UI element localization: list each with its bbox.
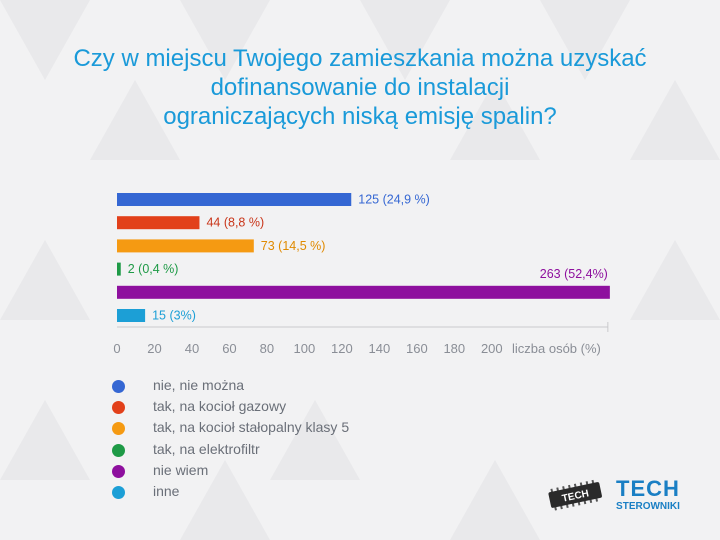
bar (117, 239, 254, 253)
x-tick-label: 100 (294, 341, 316, 356)
chart-title: Czy w miejscu Twojego zamieszkania można… (20, 44, 700, 131)
x-tick-label: 40 (185, 341, 199, 356)
legend-marker (112, 380, 125, 393)
legend-label: tak, na kocioł gazowy (153, 398, 287, 415)
title-line-1: Czy w miejscu Twojego zamieszkania można… (73, 45, 647, 72)
legend-label: nie, nie można (153, 377, 245, 393)
tech-sterowniki-logo: TECH TECH STEROWNIKI (548, 476, 680, 512)
bar (117, 262, 121, 276)
x-tick-label: 20 (147, 341, 161, 356)
title-line-3: ograniczających niską emisję spalin? (163, 103, 557, 130)
bar (117, 216, 200, 230)
x-axis-label: liczba osób (%) (512, 341, 601, 356)
x-tick-label: 60 (222, 341, 236, 356)
data-label: 15 (3%) (152, 309, 196, 323)
legend-label: tak, na kocioł stałopalny klasy 5 (153, 419, 350, 436)
x-tick-label: 0 (113, 341, 120, 356)
chip-icon: TECH (548, 479, 602, 511)
legend-marker (112, 422, 125, 436)
legend-marker (112, 443, 125, 457)
data-label: 125 (24,9 %) (358, 193, 430, 207)
data-label: 2 (0,4 %) (128, 262, 179, 276)
legend-marker (112, 485, 125, 499)
title-line-2: dofinansowanie do instalacji (210, 74, 510, 101)
bar (117, 285, 610, 299)
x-tick-label: 140 (369, 341, 391, 356)
legend-label: tak, na elektrofiltr (153, 440, 260, 457)
legend-label: inne (153, 482, 180, 499)
data-label: 44 (8,8 %) (206, 216, 264, 230)
logo-subtitle: STEROWNIKI (616, 501, 680, 512)
x-tick-label: 120 (331, 341, 353, 356)
x-tick-label: 80 (260, 341, 274, 356)
bar (117, 193, 352, 206)
x-tick-label: 160 (406, 341, 428, 356)
x-tick-label: 200 (481, 341, 503, 356)
bar (117, 309, 146, 322)
data-label: 263 (52,4%) (540, 267, 608, 281)
legend-marker (112, 464, 125, 478)
legend-marker (112, 401, 125, 415)
logo-brand: TECH (616, 476, 680, 501)
legend-label: nie wiem (153, 461, 209, 478)
data-label: 73 (14,5 %) (261, 239, 326, 253)
x-tick-label: 180 (443, 341, 465, 356)
